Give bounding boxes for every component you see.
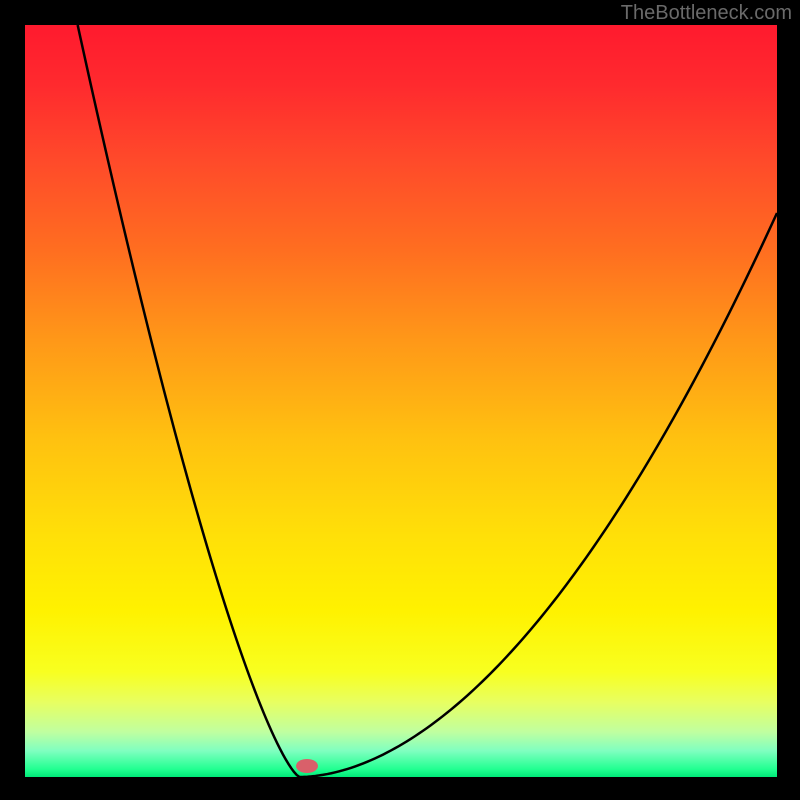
plot-area bbox=[25, 25, 777, 777]
bottleneck-curve bbox=[25, 25, 777, 777]
watermark-text: TheBottleneck.com bbox=[621, 2, 792, 25]
curve-path bbox=[78, 25, 777, 777]
optimal-point-marker bbox=[296, 759, 318, 773]
